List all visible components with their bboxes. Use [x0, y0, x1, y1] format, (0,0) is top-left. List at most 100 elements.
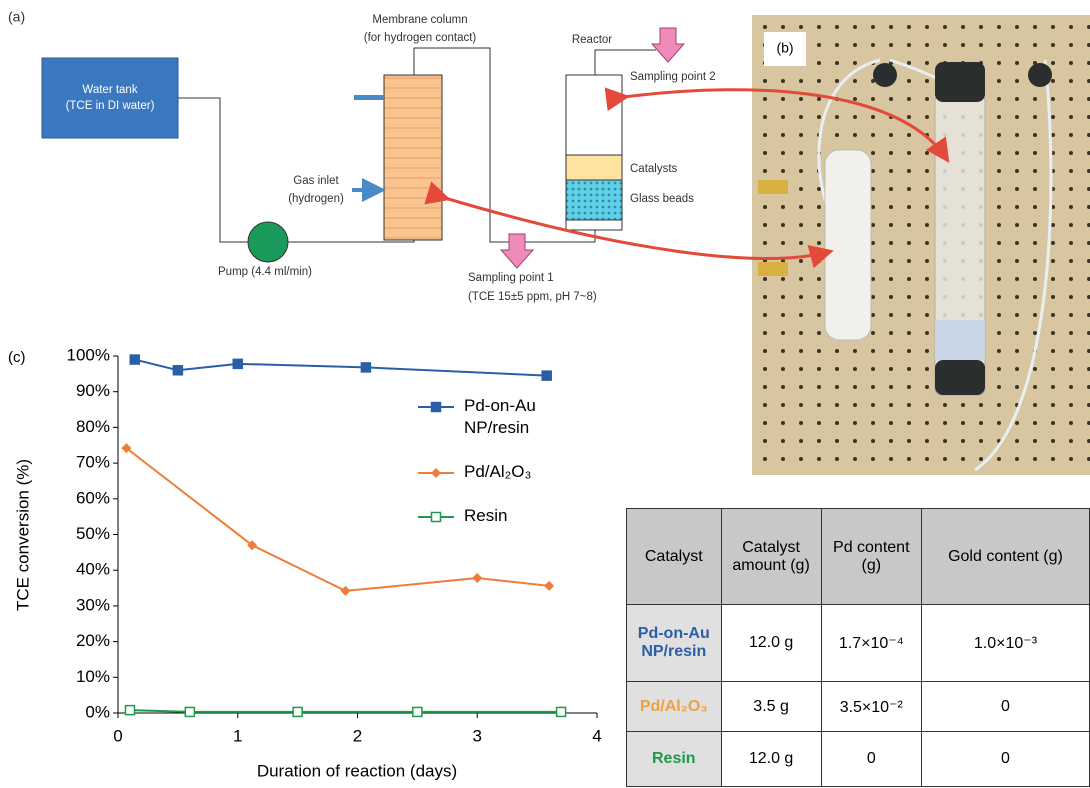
marker: [430, 511, 442, 523]
pipe: [594, 49, 656, 75]
membrane-column: [383, 74, 443, 241]
header-cell: Catalyst amount (g): [720, 508, 822, 605]
tank-label: Water tank: [82, 84, 137, 96]
y-tick-label: 0%: [85, 702, 110, 721]
cap: [935, 360, 985, 395]
reactor-label: Reactor: [572, 34, 612, 46]
y-tick-label: 70%: [76, 453, 110, 472]
y-tick-label: 40%: [76, 560, 110, 579]
marker: [360, 362, 372, 373]
marker: [124, 704, 136, 716]
marker: [232, 358, 243, 370]
catalyst-name: Resin: [626, 731, 722, 787]
valve: [873, 63, 897, 87]
marker: [430, 401, 442, 413]
marker: [431, 468, 441, 478]
glass-beads: [565, 179, 623, 221]
legend-entry: Pd/Al₂O₃: [416, 461, 584, 483]
legend-label: Pd/Al₂O₃: [464, 462, 532, 481]
column-label: (for hydrogen contact): [364, 32, 477, 44]
x-axis-title: Duration of reaction (days): [257, 761, 457, 780]
photo: (b): [424, 15, 1090, 475]
y-axis-title: TCE conversion (%): [13, 459, 32, 611]
label-box: [764, 32, 806, 66]
cell: 1.0×10⁻³: [920, 604, 1090, 682]
fitting: [758, 180, 788, 194]
y-tick-label: 80%: [76, 417, 110, 436]
legend-swatch: [418, 401, 454, 413]
x-tick-label: 1: [233, 726, 242, 745]
legend-swatch: [418, 511, 454, 523]
outlet: [354, 95, 384, 100]
panel-label: (a): [8, 9, 25, 25]
link-arrow: [604, 87, 950, 163]
cell: 12.0 g: [720, 731, 822, 787]
catalyst-name: Pd/Al₂O₃: [626, 681, 722, 732]
beads-label: Glass beads: [630, 193, 694, 205]
marker: [121, 443, 132, 454]
marker: [184, 706, 196, 718]
catalyst-name: Pd-on-Au NP/resin: [626, 604, 722, 682]
cell: 12.0 g: [720, 604, 822, 682]
series-line: [134, 358, 547, 377]
cell: 1.7×10⁻⁴: [820, 604, 922, 682]
pipe: [178, 97, 248, 243]
cell: 0: [920, 681, 1090, 732]
y-tick-label: 50%: [76, 524, 110, 543]
legend-swatch: [418, 468, 454, 478]
pipe: [288, 240, 415, 243]
marker: [541, 370, 552, 381]
legend-label: Resin: [464, 506, 508, 525]
cell: 3.5 g: [720, 681, 822, 732]
column-label: Membrane column: [372, 14, 467, 26]
sampling-arrow: [499, 233, 535, 269]
tank-label: (TCE in DI water): [66, 100, 155, 112]
header-cell: Pd content (g): [820, 508, 922, 605]
sampling-label: Sampling point 2: [630, 71, 716, 83]
marker: [292, 706, 303, 718]
catalyst-bed: [565, 154, 623, 181]
marker: [472, 573, 483, 584]
gas-label: Gas inlet: [293, 175, 339, 187]
chart: (c) Duration of reaction (days) TCE conv…: [8, 345, 602, 780]
marker: [172, 365, 184, 376]
x-tick-label: 2: [353, 726, 362, 745]
membrane-photo: [824, 149, 872, 341]
panel-label: (b): [776, 40, 793, 56]
y-tick-label: 10%: [76, 667, 110, 686]
cap: [935, 62, 985, 102]
x-tick-label: 3: [473, 726, 482, 745]
cell: 3.5×10⁻²: [820, 681, 922, 732]
marker: [129, 354, 141, 365]
sampling-label: (TCE 15±5 ppm, pH 7~8): [468, 291, 597, 303]
fitting: [758, 262, 788, 276]
marker: [412, 706, 423, 718]
marker: [340, 585, 351, 596]
beads-photo: [935, 320, 985, 360]
header-cell: Catalyst: [626, 508, 722, 605]
header-cell: Gold content (g): [920, 508, 1090, 605]
valve: [1028, 63, 1052, 87]
gas-label: (hydrogen): [288, 193, 344, 205]
y-tick-label: 100%: [67, 345, 110, 364]
sampling-label: Sampling point 1: [468, 272, 554, 284]
x-tick-label: 0: [113, 726, 122, 745]
y-tick-label: 30%: [76, 595, 110, 614]
catalysts-label: Catalysts: [630, 163, 678, 175]
marker: [555, 706, 567, 718]
panel-label: (c): [8, 349, 26, 366]
cell: 0: [820, 731, 922, 787]
pump-label: Pump (4.4 ml/min): [218, 266, 312, 278]
marker: [247, 540, 258, 551]
pump: [247, 221, 289, 263]
x-tick-label: 4: [592, 726, 601, 745]
legend-entry: Pd-on-Au NP/resin: [416, 395, 584, 439]
link-arrow: [424, 181, 834, 269]
y-tick-label: 60%: [76, 488, 110, 507]
legend-label: Pd-on-Au NP/resin: [464, 396, 536, 437]
y-tick-label: 90%: [76, 381, 110, 400]
cell: 0: [920, 731, 1090, 787]
marker: [544, 580, 555, 591]
